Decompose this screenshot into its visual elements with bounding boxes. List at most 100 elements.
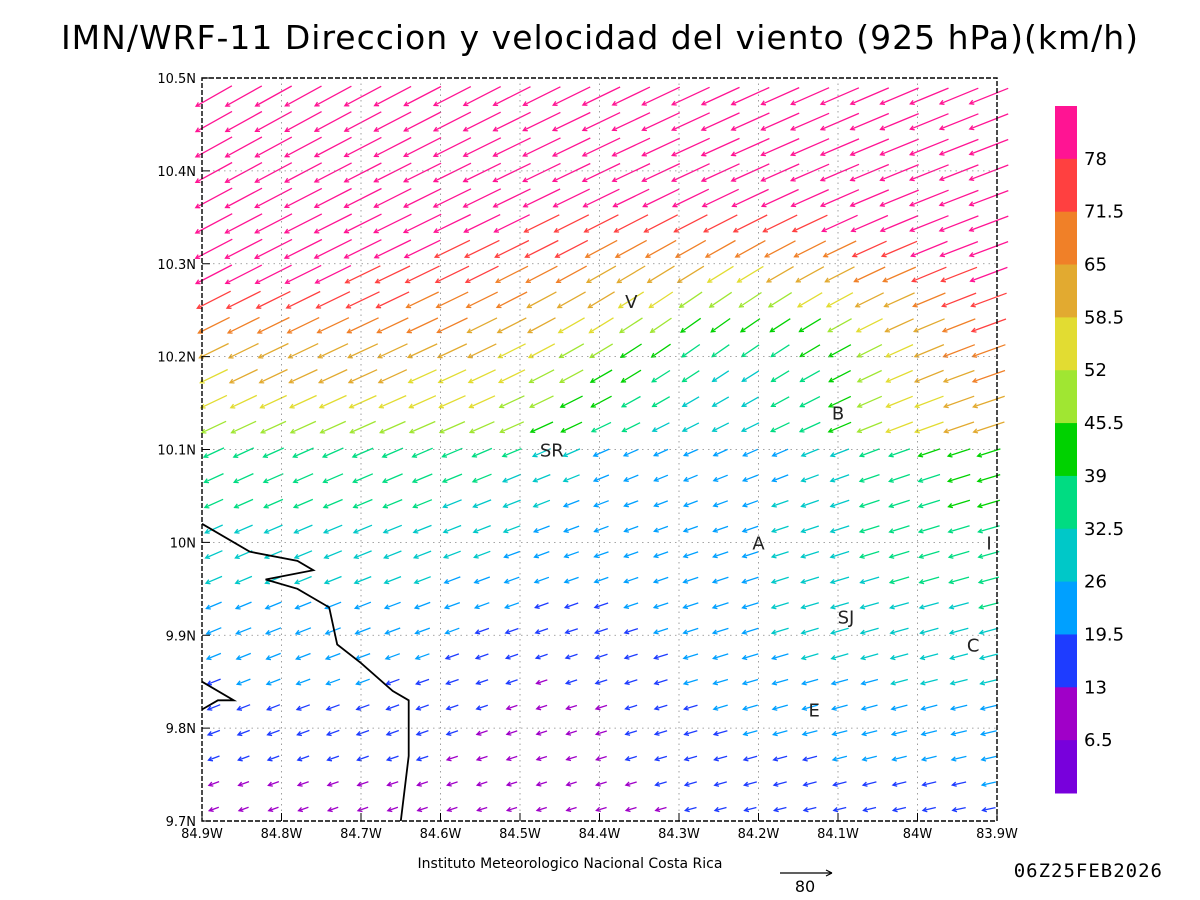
wind-arrow: [385, 729, 400, 737]
coastline-path: [201, 523, 410, 822]
wind-arrow: [730, 86, 770, 106]
y-tick-label: 10.3N: [157, 258, 196, 273]
wind-arrow: [313, 111, 352, 132]
wind-arrow: [919, 678, 938, 686]
wind-arrow: [948, 576, 970, 585]
wind-arrow: [267, 806, 279, 813]
wind-arrow: [829, 627, 849, 635]
wind-arrow: [624, 730, 638, 736]
wind-arrow: [856, 344, 883, 358]
wind-arrow: [882, 266, 917, 283]
wind-arrow: [770, 370, 790, 383]
wind-arrow: [917, 499, 941, 509]
wind-arrow: [432, 137, 472, 157]
wind-arrow: [256, 316, 290, 334]
wind-arrow: [528, 369, 555, 384]
wind-arrow: [582, 188, 620, 208]
wind-arrow: [441, 473, 463, 484]
wind-arrow: [383, 601, 401, 610]
colorbar-band: [1055, 581, 1077, 635]
wind-arrow: [828, 370, 851, 383]
wind-arrow: [412, 499, 433, 509]
wind-arrow: [741, 678, 759, 686]
wind-arrow: [589, 343, 614, 359]
wind-arrow: [353, 550, 372, 560]
wind-arrow: [890, 730, 908, 737]
wind-arrow: [674, 239, 707, 258]
wind-arrow: [563, 551, 580, 559]
wind-arrow: [325, 729, 340, 737]
wind-arrow: [199, 368, 228, 384]
wind-arrow: [415, 678, 430, 686]
colorbar-label: 78: [1084, 149, 1107, 170]
wind-arrow: [614, 239, 648, 258]
wind-arrow: [853, 266, 886, 283]
wind-arrow: [322, 498, 343, 509]
wind-arrow: [832, 806, 847, 813]
wind-arrow: [742, 704, 758, 711]
wind-arrow: [624, 781, 637, 787]
wind-arrow: [682, 704, 698, 711]
wind-arrow: [849, 112, 890, 131]
wind-arrow: [293, 575, 312, 585]
wind-arrow: [533, 550, 550, 559]
wind-arrow: [432, 188, 472, 208]
wind-arrow: [381, 447, 404, 458]
wind-arrow: [313, 136, 352, 158]
wind-arrow: [403, 188, 442, 208]
wind-arrow: [680, 343, 701, 358]
wind-arrow: [949, 653, 969, 661]
wind-arrow: [594, 781, 607, 787]
wind-arrow: [403, 239, 441, 259]
wind-arrow: [653, 525, 669, 533]
wind-arrow: [553, 214, 590, 233]
wind-arrow: [235, 652, 252, 661]
wind-arrow: [354, 652, 371, 661]
wind-arrow: [505, 730, 518, 736]
wind-arrow: [203, 473, 224, 484]
wind-arrow: [352, 473, 374, 484]
wind-arrow: [888, 550, 910, 559]
x-tick-label: 84.2W: [738, 827, 780, 842]
wind-arrow: [800, 474, 819, 483]
wind-arrow: [850, 214, 889, 233]
wind-arrow: [314, 265, 352, 284]
wind-arrow: [760, 112, 800, 131]
wind-arrow: [564, 628, 579, 635]
wind-arrow: [383, 575, 402, 585]
wind-arrow: [296, 755, 310, 762]
wind-arrow: [319, 420, 347, 434]
wind-arrow: [939, 240, 979, 258]
wind-arrow: [741, 576, 759, 584]
wind-arrow: [224, 264, 263, 285]
wind-arrow: [623, 602, 639, 609]
wind-arrow: [442, 499, 462, 509]
wind-arrow: [462, 86, 501, 107]
wind-arrow: [522, 137, 561, 157]
wind-arrow: [347, 369, 378, 384]
wind-arrow: [856, 421, 883, 434]
wind-arrow: [263, 524, 283, 534]
wind-arrow: [233, 498, 254, 509]
wind-arrow: [712, 500, 729, 508]
wind-arrow: [772, 781, 787, 787]
wind-arrow: [234, 601, 252, 610]
wind-arrow: [765, 266, 794, 283]
wind-arrow: [313, 162, 352, 183]
wind-arrow: [475, 781, 488, 787]
wind-arrow: [652, 627, 669, 635]
wind-arrow: [790, 87, 830, 106]
coastline: [201, 523, 410, 822]
wind-arrow: [829, 499, 850, 508]
wind-arrow: [224, 213, 263, 234]
wind-arrow: [259, 420, 287, 434]
wind-arrow: [612, 188, 650, 208]
wind-arrow: [796, 292, 823, 308]
wind-arrow: [968, 189, 1009, 207]
wind-arrow: [224, 110, 263, 133]
wind-arrow: [594, 653, 608, 660]
x-tick-label: 84.5W: [499, 827, 541, 842]
wind-arrow: [824, 266, 855, 283]
wind-arrow: [343, 187, 382, 208]
wind-arrow: [496, 317, 527, 334]
